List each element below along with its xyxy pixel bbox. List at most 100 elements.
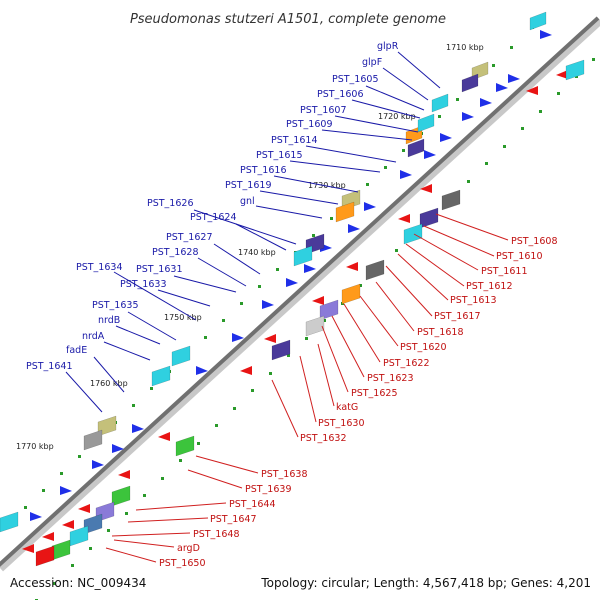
tick-dot: [53, 582, 56, 585]
leader-line: [273, 175, 359, 193]
leader-line: [93, 356, 125, 393]
tick-dot: [510, 46, 513, 49]
leader-line: [197, 257, 247, 287]
gene-block: [0, 511, 19, 533]
leader-line: [173, 275, 237, 293]
gene-block: [319, 299, 339, 321]
gene-arrow: [480, 98, 492, 107]
accession-text: Accession: NC_009434: [10, 576, 146, 590]
leader-line: [382, 67, 429, 101]
gene-arrow: [232, 333, 244, 342]
gene-label: PST_1607: [300, 105, 347, 116]
leader-line: [317, 343, 335, 407]
gene-label: PST_1638: [261, 469, 308, 480]
tick-dot: [60, 472, 63, 475]
backbone-shadow: [0, 16, 600, 572]
gene-arrow: [158, 432, 170, 441]
leader-line: [365, 85, 425, 111]
gene-label: glpR: [377, 41, 399, 52]
gene-block: [529, 11, 547, 31]
tick-dot: [485, 162, 488, 165]
tick-dot: [251, 389, 254, 392]
gene-label: PST_1648: [193, 529, 240, 540]
gene-label: PST_1624: [190, 212, 237, 223]
leader-line: [259, 190, 339, 205]
tick-dot: [240, 302, 243, 305]
tick-dot: [467, 180, 470, 183]
tick-dot: [402, 149, 405, 152]
gene-arrow: [400, 170, 412, 179]
gene-arrow: [264, 334, 276, 343]
gene-arrow: [262, 300, 274, 309]
tick-dot: [78, 455, 81, 458]
gene-block: [293, 245, 313, 267]
leader-line: [157, 289, 211, 307]
gene-block: [441, 189, 461, 211]
gene-arrow: [42, 532, 54, 541]
leader-line: [255, 205, 323, 219]
gene-arrow: [62, 520, 74, 529]
gene-label: PST_1647: [210, 514, 257, 525]
leader-line: [235, 223, 287, 251]
gene-label: PST_1609: [286, 119, 333, 130]
gene-arrow: [132, 424, 144, 433]
gene-label: fadE: [66, 345, 87, 356]
gene-label: nrdB: [98, 315, 120, 326]
gene-label: PST_1608: [511, 236, 558, 247]
leader-line: [193, 209, 297, 245]
gene-arrow: [240, 366, 252, 375]
gene-label: PST_1615: [256, 150, 303, 161]
gene-block: [175, 435, 195, 457]
gene-label: katG: [336, 402, 358, 413]
gene-arrow: [304, 264, 316, 273]
gene-label: PST_1634: [76, 262, 123, 273]
tick-dot: [323, 319, 326, 322]
gene-block: [35, 545, 55, 567]
tick-dot: [287, 354, 290, 357]
leader-line: [65, 371, 103, 413]
gene-label: nrdA: [82, 331, 105, 342]
gene-label: gnl: [240, 196, 255, 207]
gene-label: PST_1605: [332, 74, 379, 85]
leader-line: [195, 455, 259, 474]
gene-label: glpF: [362, 57, 382, 68]
tick-dot: [197, 442, 200, 445]
gene-arrow: [364, 202, 376, 211]
gene-block: [565, 59, 585, 81]
tick-label-1710: 1710 kbp: [446, 43, 484, 52]
gene-label: PST_1611: [481, 266, 528, 277]
leader-line: [397, 253, 449, 301]
gene-arrow: [346, 262, 358, 271]
gene-arrow: [508, 74, 520, 83]
leader-line: [423, 225, 495, 257]
leader-line: [113, 539, 175, 548]
tick-label-1740: 1740 kbp: [238, 248, 276, 257]
tick-dot: [359, 284, 362, 287]
leader-line: [405, 243, 465, 287]
gene-block: [417, 113, 435, 133]
gene-arrow: [312, 296, 324, 305]
tick-dot: [592, 58, 595, 61]
leader-line: [359, 295, 399, 347]
forward-gene-labels: glpR glpF PST_1605 PST_1606 PST_1607 PST…: [26, 41, 399, 372]
gene-label: PST_1606: [317, 89, 364, 100]
gene-label: PST_1618: [417, 327, 464, 338]
gene-label: PST_1619: [225, 180, 272, 191]
gene-label: PST_1627: [166, 232, 213, 243]
leader-line: [127, 517, 209, 523]
tick-dot: [492, 64, 495, 67]
tick-dot: [107, 529, 110, 532]
tick-dot: [384, 166, 387, 169]
leader-lines: [65, 51, 509, 563]
leader-line: [127, 311, 177, 341]
leader-line: [299, 355, 317, 423]
tick-dot: [161, 477, 164, 480]
tick-dot: [215, 424, 218, 427]
gene-label: PST_1625: [351, 388, 398, 399]
tick-label-1750: 1750 kbp: [164, 313, 202, 322]
tick-dot: [258, 285, 261, 288]
gene-arrow: [496, 83, 508, 92]
gene-block: [83, 429, 103, 451]
leader-line: [103, 341, 151, 361]
